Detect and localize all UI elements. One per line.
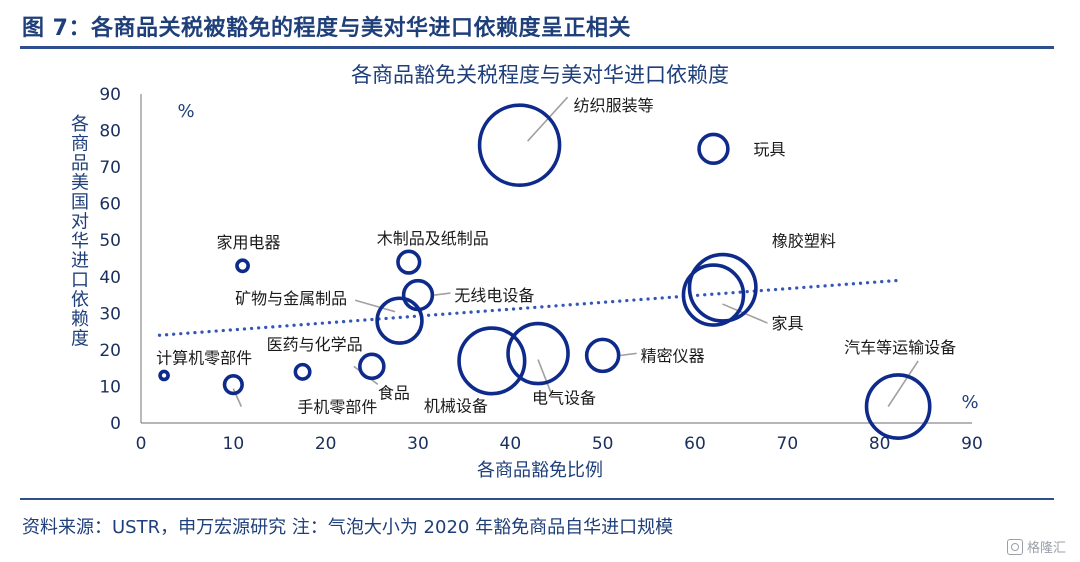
x-tick-label: 20 xyxy=(315,434,337,454)
bubble-chart: 各商品豁免关税程度与美对华进口依赖度 0 10 20 30 40 50 60 70 80 90 0 1… xyxy=(71,63,983,481)
chart-axes xyxy=(140,94,972,424)
x-tick-label: 70 xyxy=(777,434,799,454)
bubble-label: 手机零部件 xyxy=(297,398,377,417)
bubble-label: 家用电器 xyxy=(217,233,281,252)
x-tick-label: 60 xyxy=(684,434,706,454)
bubbles xyxy=(158,103,932,440)
bubble-label: 纺织服装等 xyxy=(574,96,654,115)
leader-line xyxy=(887,360,919,407)
watermark-text: 格隆汇 xyxy=(1026,541,1066,556)
bubble-label: 计算机零部件 xyxy=(156,348,252,367)
y-tick-label: 40 xyxy=(99,268,121,288)
title-rule xyxy=(20,46,1054,49)
y-tick-label: 20 xyxy=(99,341,121,361)
tick-labels: 0 10 20 30 40 50 60 70 80 90 0 10 20 30 40 50 60 70 80 90 xyxy=(99,85,982,454)
bubble-label: 精密仪器 xyxy=(641,346,705,365)
bubble-label: 橡胶塑料 xyxy=(772,232,836,251)
bubble xyxy=(681,263,746,327)
y-tick-label: 60 xyxy=(99,195,121,215)
y-tick-label: 0 xyxy=(110,414,121,434)
x-tick-label: 90 xyxy=(961,434,983,454)
bubble xyxy=(687,252,758,323)
bubble xyxy=(584,337,621,374)
bubble xyxy=(375,296,424,345)
y-axis-label-char: 赖 xyxy=(71,309,89,330)
x-unit-label: % xyxy=(961,392,978,413)
y-tick-label: 30 xyxy=(99,304,121,324)
x-tick-label: 50 xyxy=(592,434,614,454)
bubble-label: 电气设备 xyxy=(532,389,596,408)
bubble xyxy=(477,103,562,187)
bubble xyxy=(293,362,312,381)
bubble-label: 食品 xyxy=(378,383,410,402)
bubble-label: 玩具 xyxy=(753,140,785,159)
watermark: 格隆汇 xyxy=(1006,537,1066,556)
bubble xyxy=(222,374,244,396)
bubble xyxy=(358,352,386,381)
y-tick-label: 90 xyxy=(99,85,121,105)
bubble-label: 医药与化学品 xyxy=(267,335,363,354)
x-axis-label: 各商品豁免比例 xyxy=(477,460,603,481)
leader-line xyxy=(354,299,396,313)
y-axis-label-char: 依 xyxy=(71,290,89,311)
y-axis-label-char: 华 xyxy=(71,231,89,252)
bubble xyxy=(158,369,170,382)
y-axis-label-char: 美 xyxy=(71,173,89,194)
y-tick-label: 80 xyxy=(99,122,121,142)
y-axis-label-char: 国 xyxy=(71,192,89,213)
leader-line xyxy=(434,292,451,296)
watermark-logo-icon xyxy=(1006,538,1023,555)
figure-title: 图 7：各商品关税被豁免的程度与美对华进口依赖度呈正相关 xyxy=(22,16,631,41)
leader-line xyxy=(620,352,637,357)
bubble-label: 家具 xyxy=(771,314,803,333)
y-tick-label: 10 xyxy=(99,377,121,397)
y-axis-label-char: 各 xyxy=(71,114,89,135)
bubble-label: 汽车等运输设备 xyxy=(844,338,956,357)
source-note: 资料来源：USTR，申万宏源研究 注：气泡大小为 2020 年豁免商品自华进口规… xyxy=(22,517,674,538)
bubble-label: 无线电设备 xyxy=(454,286,534,305)
x-tick-label: 0 xyxy=(136,434,147,454)
x-tick-label: 30 xyxy=(407,434,429,454)
leader-line xyxy=(537,359,553,396)
bubble-label: 机械设备 xyxy=(424,397,488,416)
y-axis-label-char: 品 xyxy=(71,153,89,174)
y-axis-label-char: 对 xyxy=(71,212,89,233)
chart-title: 各商品豁免关税程度与美对华进口依赖度 xyxy=(351,63,729,87)
bubble xyxy=(396,249,422,275)
x-tick-label: 10 xyxy=(223,434,245,454)
bubble-label: 木制品及纸制品 xyxy=(377,229,489,248)
leader-lines xyxy=(232,96,919,407)
bubble xyxy=(697,132,730,166)
y-axis-label-char: 进 xyxy=(71,251,89,272)
footer-rule xyxy=(20,498,1054,500)
y-tick-label: 50 xyxy=(99,231,121,251)
trend-line xyxy=(157,278,900,337)
y-axis-label-char: 口 xyxy=(71,270,89,291)
bubble-label: 矿物与金属制品 xyxy=(235,289,347,308)
bubble xyxy=(235,258,250,274)
bubble xyxy=(864,373,932,440)
x-tick-label: 80 xyxy=(869,434,891,454)
y-axis-label-char: 度 xyxy=(71,329,89,350)
bubble xyxy=(457,326,527,396)
y-axis-label-char: 商 xyxy=(71,134,89,155)
y-unit-label: % xyxy=(177,101,194,122)
y-tick-label: 70 xyxy=(99,158,121,178)
x-tick-label: 40 xyxy=(500,434,522,454)
bubble xyxy=(506,321,570,386)
